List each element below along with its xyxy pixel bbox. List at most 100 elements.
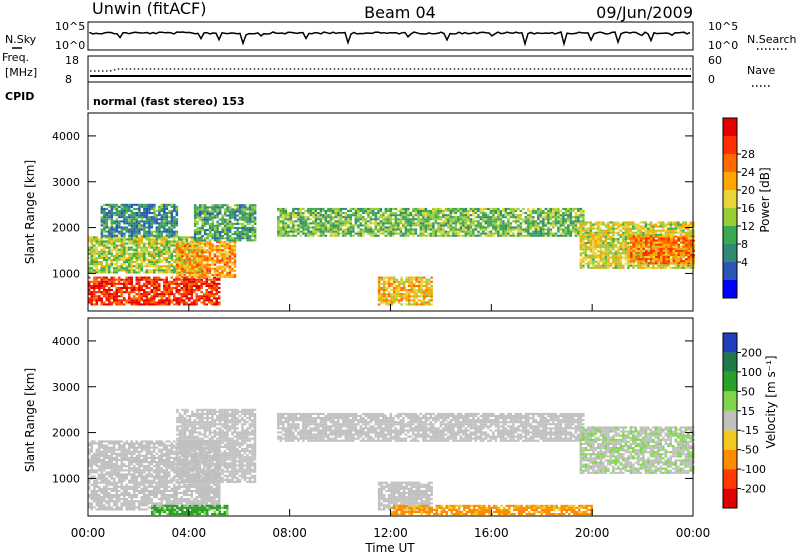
- data-cell: [420, 289, 423, 292]
- data-cell: [145, 280, 148, 283]
- data-cell: [299, 224, 303, 227]
- data-cell: [374, 226, 378, 229]
- data-cell: [191, 240, 194, 243]
- data-cell: [115, 226, 119, 229]
- data-cell: [175, 236, 178, 239]
- data-cell: [231, 224, 234, 227]
- data-cell: [607, 225, 610, 228]
- data-cell: [589, 248, 593, 251]
- data-cell: [387, 282, 391, 285]
- data-cell: [138, 267, 141, 270]
- data-cell: [624, 242, 628, 245]
- data-cell: [344, 234, 348, 237]
- data-cell: [100, 269, 103, 272]
- data-cell: [442, 209, 445, 212]
- data-cell: [599, 244, 603, 247]
- data-cell: [246, 237, 249, 240]
- data-cell: [362, 218, 365, 221]
- data-cell: [148, 212, 151, 215]
- data-cell: [133, 212, 136, 215]
- data-cell: [145, 203, 149, 206]
- data-cell: [592, 240, 595, 243]
- data-cell: [312, 226, 315, 229]
- data-cell: [494, 222, 498, 225]
- data-cell: [105, 284, 108, 287]
- data-cell: [133, 244, 136, 247]
- data-cell: [502, 220, 505, 223]
- data-cell: [148, 250, 151, 253]
- data-cell: [113, 280, 116, 283]
- data-cell: [113, 203, 116, 206]
- data-cell: [135, 244, 138, 247]
- data-cell: [385, 280, 388, 283]
- data-cell: [103, 259, 106, 262]
- data-cell: [195, 278, 198, 281]
- data-cell: [622, 250, 625, 253]
- data-cell: [115, 278, 118, 281]
- data-cell: [168, 289, 171, 292]
- data-cell: [302, 230, 305, 233]
- data-cell: [123, 209, 126, 212]
- data-cell: [143, 291, 146, 294]
- data-cell: [118, 244, 121, 247]
- data-cell: [88, 248, 91, 251]
- data-cell: [193, 206, 197, 209]
- data-cell: [599, 246, 603, 249]
- data-cell: [664, 231, 668, 234]
- data-cell: [607, 262, 610, 265]
- data-cell: [173, 207, 176, 210]
- data-cell: [198, 267, 202, 270]
- data-cell: [407, 207, 410, 210]
- data-cell: [143, 252, 146, 255]
- nsearch-label: N.Search: [747, 33, 797, 46]
- data-cell: [447, 218, 450, 221]
- data-cell: [181, 275, 184, 278]
- data-cell: [103, 218, 106, 221]
- data-cell: [405, 293, 408, 296]
- data-cell: [302, 222, 305, 225]
- data-cell: [100, 232, 104, 235]
- data-cell: [208, 226, 212, 229]
- data-cell: [322, 234, 325, 237]
- nave-tick-low: 0: [708, 73, 715, 86]
- data-cell: [337, 226, 340, 229]
- data-cell: [123, 205, 126, 208]
- data-cell: [160, 269, 163, 272]
- data-cell: [279, 222, 283, 225]
- data-cell: [512, 226, 515, 229]
- data-cell: [519, 224, 523, 227]
- data-cell: [238, 235, 242, 238]
- data-cell: [133, 242, 136, 245]
- data-cell: [135, 299, 138, 302]
- data-cell: [487, 214, 490, 217]
- data-cell: [389, 220, 393, 223]
- cpid-label: CPID: [5, 90, 34, 103]
- data-cell: [128, 222, 131, 225]
- data-cell: [218, 210, 222, 213]
- data-cell: [554, 218, 558, 221]
- data-cell: [649, 246, 653, 249]
- data-cell: [419, 212, 423, 215]
- data-cell: [115, 207, 119, 210]
- data-cell: [113, 263, 116, 266]
- data-cell: [380, 282, 383, 285]
- data-cell: [284, 207, 288, 210]
- data-cell: [216, 239, 219, 242]
- data-cell: [221, 269, 224, 272]
- data-cell: [599, 231, 603, 234]
- data-cell: [689, 233, 693, 236]
- data-cell: [143, 220, 146, 223]
- data-cell: [422, 224, 425, 227]
- data-cell: [186, 269, 189, 272]
- data-cell: [339, 207, 343, 210]
- data-cell: [387, 209, 390, 212]
- data-cell: [195, 282, 198, 285]
- data-cell: [517, 214, 520, 217]
- data-cell: [417, 299, 421, 302]
- data-cell: [110, 240, 113, 243]
- data-cell: [522, 234, 525, 237]
- data-cell: [98, 289, 101, 292]
- data-cell: [539, 232, 543, 235]
- data-cell: [150, 280, 153, 283]
- data-cell: [607, 246, 610, 249]
